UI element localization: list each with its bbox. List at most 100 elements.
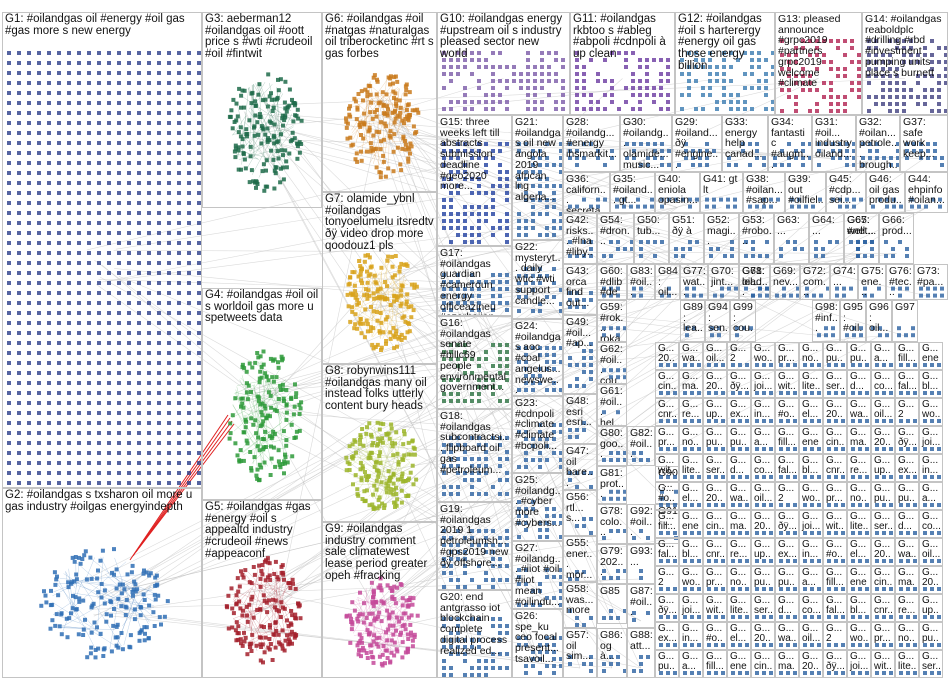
edge xyxy=(264,380,294,408)
node xyxy=(857,67,861,71)
node xyxy=(524,170,528,174)
node xyxy=(559,568,562,572)
node xyxy=(923,88,927,92)
node xyxy=(456,624,460,628)
node xyxy=(712,204,716,209)
node xyxy=(388,336,393,341)
group-label: G84: oil... xyxy=(658,265,678,299)
node xyxy=(498,142,502,146)
node xyxy=(177,481,181,485)
node xyxy=(296,116,301,121)
node xyxy=(403,84,408,89)
group-g77: G77: wat... xyxy=(680,264,708,300)
node xyxy=(750,51,754,55)
node xyxy=(609,293,613,298)
node xyxy=(7,391,11,395)
edge xyxy=(386,618,411,642)
node xyxy=(70,555,75,560)
node xyxy=(470,464,474,468)
node xyxy=(147,371,151,375)
node xyxy=(834,419,838,423)
node xyxy=(247,180,252,185)
node xyxy=(254,431,259,436)
node xyxy=(57,411,61,415)
mini-group: G... el... xyxy=(799,398,823,426)
node xyxy=(690,363,694,367)
node xyxy=(240,365,245,369)
edge xyxy=(281,602,292,627)
node xyxy=(582,370,586,374)
group-g20: G20: end antgrasso iot blockchain comple… xyxy=(437,590,512,678)
node xyxy=(852,142,855,146)
node xyxy=(384,432,389,436)
node xyxy=(575,342,579,346)
node xyxy=(524,507,528,511)
node xyxy=(396,462,401,467)
node xyxy=(127,351,131,355)
mini-group: G... a... xyxy=(751,426,775,454)
node xyxy=(7,191,11,195)
node xyxy=(243,166,248,171)
node xyxy=(827,419,831,423)
node xyxy=(803,447,807,451)
node xyxy=(498,443,502,447)
node xyxy=(356,640,361,645)
edge xyxy=(367,83,371,145)
node xyxy=(279,148,284,153)
node xyxy=(137,151,141,155)
node xyxy=(74,577,79,582)
node xyxy=(383,661,387,666)
group-label: G87: #oil... xyxy=(630,585,653,619)
node xyxy=(491,72,495,76)
node xyxy=(371,346,376,351)
node xyxy=(167,361,171,365)
node xyxy=(7,311,11,315)
node xyxy=(376,468,381,473)
edge xyxy=(370,638,395,652)
node xyxy=(524,582,528,586)
node xyxy=(484,543,488,547)
node xyxy=(387,436,392,441)
node xyxy=(709,247,713,251)
node xyxy=(177,381,181,385)
node xyxy=(477,471,481,475)
node xyxy=(259,568,264,573)
node xyxy=(449,301,453,305)
node xyxy=(938,204,942,209)
group-label: G8: robynwins111 #oilandgas many oil ins… xyxy=(325,365,427,413)
node xyxy=(77,161,81,165)
node xyxy=(278,465,283,470)
node xyxy=(919,156,923,160)
node xyxy=(117,191,121,195)
node xyxy=(120,582,125,587)
node xyxy=(47,151,51,155)
group-g78: G78: colo... xyxy=(597,504,627,544)
node xyxy=(249,581,254,586)
node xyxy=(358,264,363,269)
node xyxy=(708,58,712,62)
node xyxy=(808,39,812,43)
node xyxy=(888,60,892,64)
node xyxy=(477,240,481,244)
edge xyxy=(373,441,408,449)
node xyxy=(256,435,261,440)
node xyxy=(731,503,735,507)
node xyxy=(127,71,131,75)
node xyxy=(834,447,838,451)
node xyxy=(938,197,942,202)
node xyxy=(819,293,823,298)
node xyxy=(293,435,298,440)
group-label: G65: #net... xyxy=(847,214,877,237)
node xyxy=(393,91,398,96)
node xyxy=(107,71,111,75)
edge xyxy=(362,259,392,295)
node xyxy=(358,590,362,595)
edge xyxy=(239,379,273,443)
node xyxy=(632,156,636,160)
group-g96: G96: oil... xyxy=(866,300,892,342)
node xyxy=(137,431,141,435)
group-g24: G24: #oilandgas aoc #coal angelus... new… xyxy=(512,319,563,396)
node xyxy=(381,111,386,116)
node xyxy=(456,65,460,69)
node xyxy=(540,79,544,83)
